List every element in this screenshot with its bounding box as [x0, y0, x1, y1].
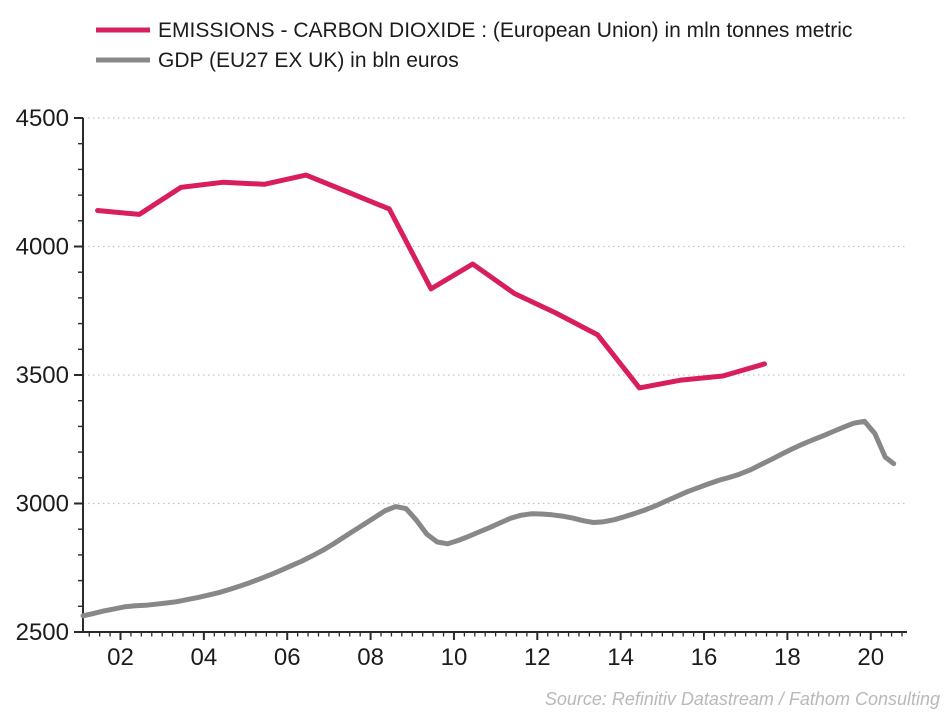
- x-tick-label: 12: [524, 644, 551, 671]
- legend-item-emissions: EMISSIONS - CARBON DIOXIDE : (European U…: [96, 19, 852, 42]
- axes: [74, 117, 907, 640]
- x-tick-label: 20: [857, 644, 884, 671]
- x-tick-label: 16: [691, 644, 718, 671]
- x-tick-label: 18: [774, 644, 801, 671]
- x-tick-label: 06: [274, 644, 301, 671]
- series-lines: [80, 172, 897, 619]
- x-tick-label: 14: [607, 644, 634, 671]
- y-tick-label: 3500: [16, 362, 69, 389]
- legend-label-emissions: EMISSIONS - CARBON DIOXIDE : (European U…: [158, 19, 852, 42]
- x-tick-label: 08: [357, 644, 384, 671]
- y-tick-label: 4500: [16, 105, 69, 132]
- y-tick-label: 2500: [16, 619, 69, 646]
- y-tick-label: 4000: [16, 234, 69, 261]
- source-credit: Source: Refinitiv Datastream / Fathom Co…: [545, 689, 940, 709]
- y-tick-label: 3000: [16, 491, 69, 518]
- emissions-line: [95, 172, 767, 391]
- gridlines: [83, 117, 907, 505]
- legend-label-gdp: GDP (EU27 EX UK) in bln euros: [158, 49, 459, 72]
- x-tick-label: 10: [441, 644, 468, 671]
- tick-labels: 2500 3000 3500 4000 4500 02 04 06 08 10 12 14 16 18 20: [16, 105, 884, 671]
- legend-item-gdp: GDP (EU27 EX UK) in bln euros: [96, 49, 459, 72]
- legend: EMISSIONS - CARBON DIOXIDE : (European U…: [96, 19, 852, 72]
- x-tick-label: 04: [191, 644, 218, 671]
- x-tick-label: 02: [107, 644, 134, 671]
- gdp-line: [80, 418, 897, 619]
